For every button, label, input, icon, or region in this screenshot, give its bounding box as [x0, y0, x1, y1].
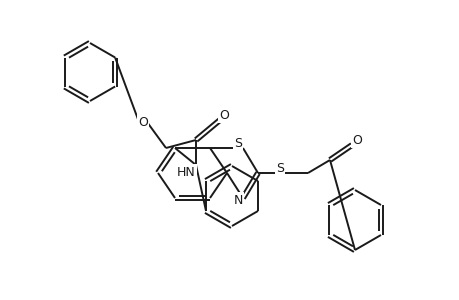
Text: O: O [138, 116, 148, 128]
Text: O: O [351, 134, 361, 146]
Text: S: S [275, 161, 283, 175]
Text: N: N [233, 194, 242, 206]
Text: HN: HN [176, 166, 195, 178]
Text: S: S [234, 136, 241, 149]
Text: O: O [218, 109, 229, 122]
